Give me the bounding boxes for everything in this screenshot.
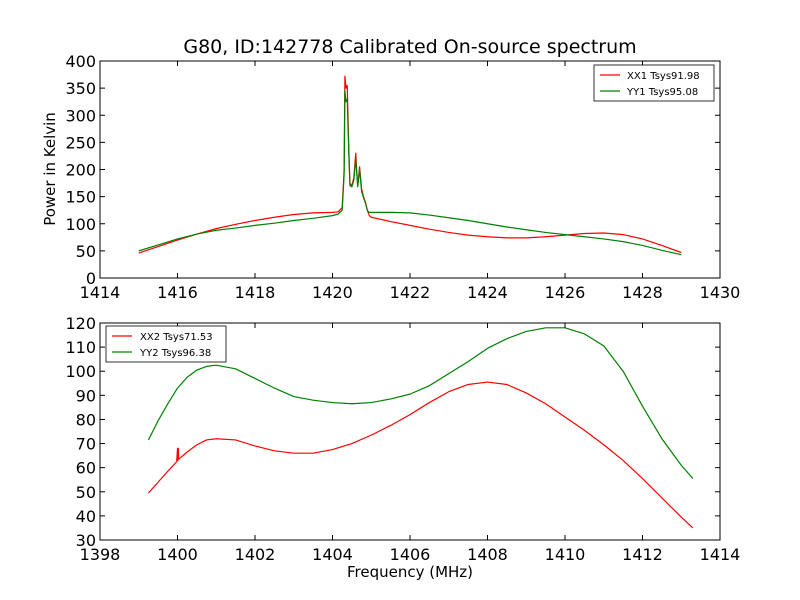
top-legend-label-xx1: XX1 Tsys91.98 (627, 71, 700, 82)
bottom-legend: XX2 Tsys71.53 YY2 Tsys96.38 (105, 325, 227, 363)
top-y-tick-label: 300 (65, 106, 96, 125)
bottom-series-line-1 (147, 381, 694, 529)
top-legend-box (593, 64, 715, 102)
top-x-tick-label: 1424 (467, 283, 508, 302)
top-x-tick-label: 1418 (235, 283, 276, 302)
top-y-tick-label: 0 (86, 269, 96, 288)
top-y-axis-label: Power in Kelvin (41, 112, 59, 226)
top-x-tick-label: 1414 (80, 283, 121, 302)
bottom-y-tick-label: 50 (76, 483, 96, 502)
bottom-x-tick-label: 1408 (467, 545, 508, 564)
bottom-x-tick-label: 1400 (157, 545, 198, 564)
bottom-x-axis-label: Frequency (MHz) (347, 563, 473, 581)
top-y-tick-label: 150 (65, 188, 96, 207)
top-x-tick-label: 1428 (622, 283, 663, 302)
top-legend: XX1 Tsys91.98 YY1 Tsys95.08 (593, 64, 715, 102)
top-x-tick-label: 1416 (157, 283, 198, 302)
bottom-x-tick-label: 1412 (622, 545, 663, 564)
top-x-tick-label: 1420 (312, 283, 353, 302)
top-x-tick-label: 1430 (700, 283, 741, 302)
bottom-series-line-2 (147, 327, 694, 479)
top-x-tick-label: 1422 (390, 283, 431, 302)
bottom-x-tick-label: 1404 (312, 545, 353, 564)
top-y-tick-label: 350 (65, 79, 96, 98)
bottom-y-tick-label: 70 (76, 435, 96, 454)
top-x-tick-label: 1426 (545, 283, 586, 302)
bottom-y-tick-label: 60 (76, 459, 96, 478)
bottom-plot-area: 1398 1400 1402 1404 1406 1408 1410 1412 1414 30 40… (65, 314, 740, 564)
bottom-x-tick-label: 1414 (700, 545, 741, 564)
bottom-y-tick-label: 80 (76, 410, 96, 429)
bottom-y-tick-label: 110 (65, 338, 96, 357)
top-chart-title: G80, ID:142778 Calibrated On-source spec… (183, 36, 636, 58)
bottom-x-tick-label: 1398 (80, 545, 121, 564)
bottom-x-tick-label: 1406 (390, 545, 431, 564)
bottom-y-tick-label: 30 (76, 531, 96, 550)
bottom-legend-label-xx2: XX2 Tsys71.53 (140, 332, 213, 343)
top-plot-area: 1414 1416 1418 1420 1422 1424 1426 1428 1430 0 50 1… (65, 52, 740, 302)
bottom-y-tick-label: 40 (76, 507, 96, 526)
top-y-tick-label: 200 (65, 161, 96, 180)
top-y-tick-label: 100 (65, 215, 96, 234)
top-y-tick-label: 250 (65, 133, 96, 152)
bottom-y-tick-label: 100 (65, 362, 96, 381)
bottom-y-tick-label: 120 (65, 314, 96, 333)
top-y-tick-label: 400 (65, 52, 96, 71)
bottom-legend-box (105, 325, 227, 363)
bottom-legend-label-yy2: YY2 Tsys96.38 (139, 348, 211, 359)
bottom-x-tick-label: 1402 (235, 545, 276, 564)
bottom-y-tick-label: 90 (76, 386, 96, 405)
bottom-x-tick-label: 1410 (545, 545, 586, 564)
top-series-line-2 (138, 90, 682, 256)
top-legend-label-yy1: YY1 Tsys95.08 (626, 87, 698, 98)
top-y-tick-label: 50 (76, 242, 96, 261)
